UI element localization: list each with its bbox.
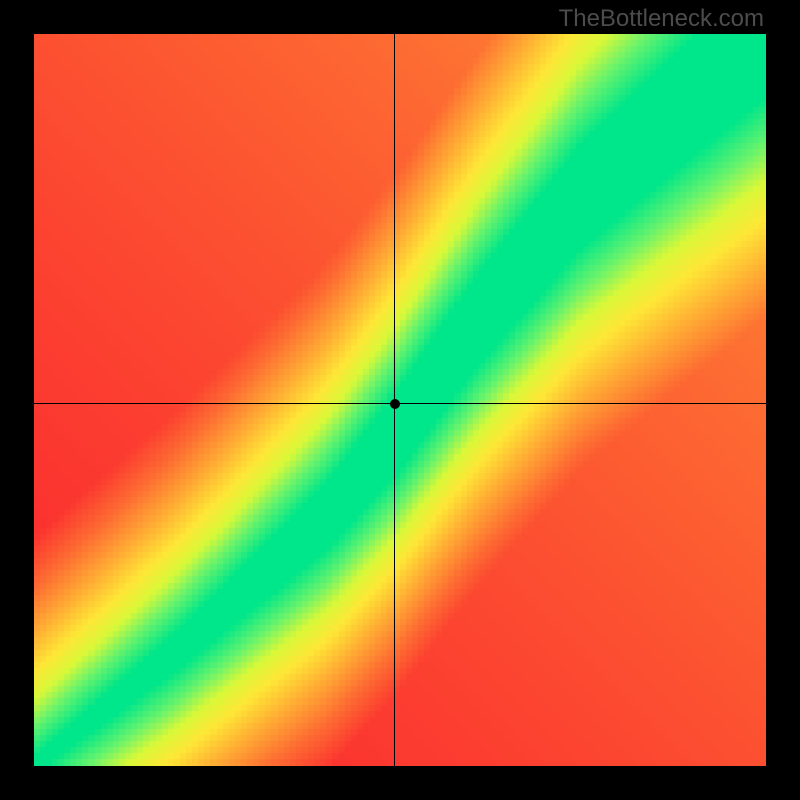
crosshair-horizontal bbox=[34, 403, 766, 404]
watermark-text: TheBottleneck.com bbox=[559, 5, 764, 33]
crosshair-dot bbox=[390, 399, 400, 409]
bottleneck-heatmap bbox=[34, 34, 766, 766]
